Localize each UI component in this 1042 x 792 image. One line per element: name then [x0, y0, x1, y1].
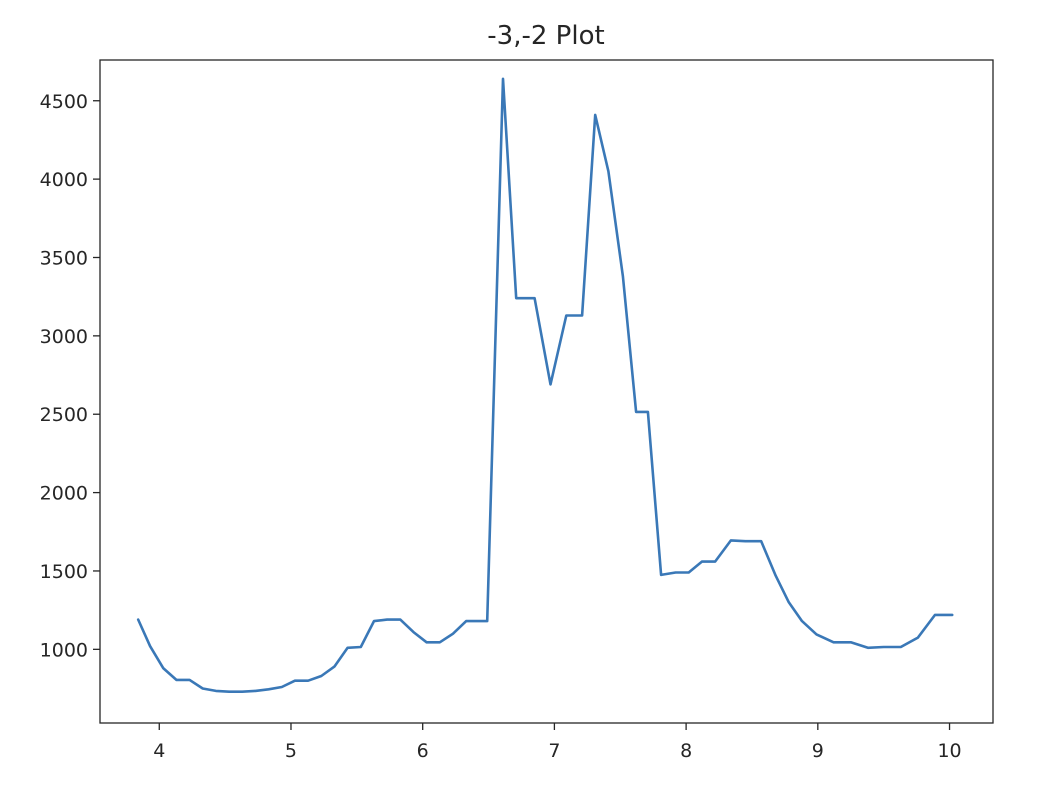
x-tick-label: 10: [937, 740, 961, 762]
x-tick-label: 8: [680, 740, 692, 762]
x-tick-label: 9: [812, 740, 824, 762]
series-line: [136, 77, 954, 694]
y-tick-label: 3500: [40, 247, 88, 269]
y-tick-label: 2500: [40, 404, 88, 426]
x-tick-label: 5: [285, 740, 297, 762]
chart-title: -3,-2 Plot: [487, 21, 604, 51]
y-tick-label: 1000: [40, 639, 88, 661]
plot-area: [99, 59, 994, 724]
y-tick-label: 4500: [40, 91, 88, 113]
y-tick-label: 1500: [40, 561, 88, 583]
x-tick-label: 7: [548, 740, 560, 762]
y-tick-label: 2000: [40, 483, 88, 505]
x-tick-label: 6: [417, 740, 429, 762]
x-axis: 4 5 6 7 8 9 10: [153, 723, 962, 762]
y-tick-label: 4000: [40, 169, 88, 191]
x-tick-label: 4: [153, 740, 165, 762]
y-axis: 1000 1500 2000 2500 3000 3500 4000 4500: [40, 91, 100, 661]
y-tick-label: 3000: [40, 326, 88, 348]
